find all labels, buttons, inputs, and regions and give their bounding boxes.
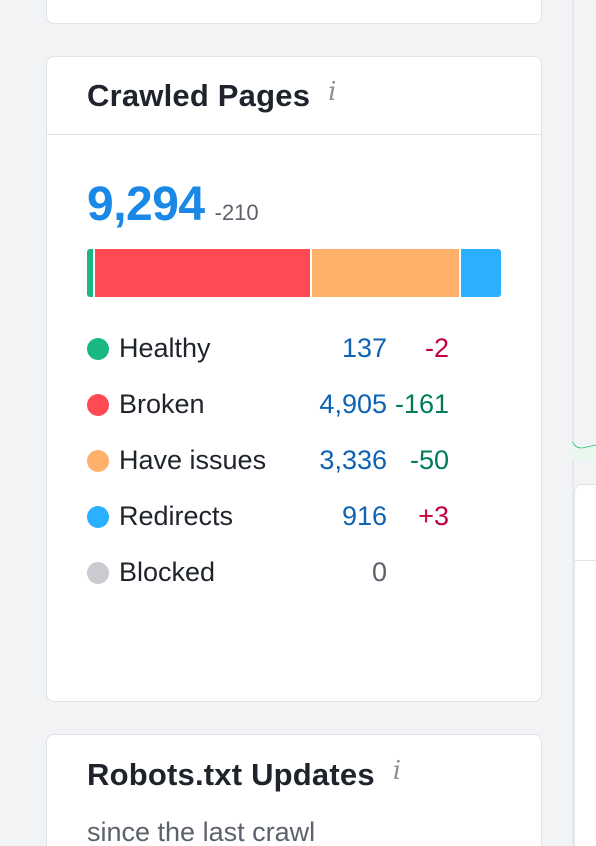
crawled-total-value[interactable]: 9,294 bbox=[87, 178, 205, 231]
crawled-pages-widget: Crawled Pages i 9,294 -210 Healthy 137 -2 B… bbox=[46, 56, 542, 702]
legend-dot-icon bbox=[87, 562, 109, 584]
bar-segment-redirects[interactable] bbox=[460, 249, 501, 297]
legend-value[interactable]: 3,336 bbox=[319, 445, 387, 475]
crawled-pages-header: Crawled Pages i bbox=[47, 57, 541, 135]
bar-segment-broken[interactable] bbox=[95, 249, 311, 297]
legend-dot-icon bbox=[87, 450, 109, 472]
info-icon[interactable]: i bbox=[392, 756, 402, 786]
legend-value[interactable]: 137 bbox=[341, 333, 387, 363]
legend-delta: -50 bbox=[409, 445, 449, 475]
robots-updates-widget: Robots.txt Updates i since the last craw… bbox=[46, 734, 542, 846]
legend-row-have-issues[interactable]: Have issues 3,336 -50 bbox=[87, 441, 487, 497]
legend-label: Broken bbox=[119, 389, 205, 419]
legend-label: Have issues bbox=[119, 445, 267, 475]
previous-widget-card bbox=[46, 0, 542, 24]
robots-updates-header: Robots.txt Updates i bbox=[47, 735, 541, 793]
crawled-pages-title: Crawled Pages bbox=[87, 77, 311, 113]
legend-row-broken[interactable]: Broken 4,905 -161 bbox=[87, 385, 487, 441]
legend-row-healthy[interactable]: Healthy 137 -2 bbox=[87, 329, 487, 385]
side-panel-divider bbox=[574, 560, 596, 561]
legend-dot-icon bbox=[87, 338, 109, 360]
side-chart-fragment bbox=[572, 441, 596, 460]
legend-label: Redirects bbox=[119, 501, 234, 531]
legend-delta: +3 bbox=[418, 501, 449, 531]
crawled-pages-legend: Healthy 137 -2 Broken 4,905 -161 Have issues 3,… bbox=[87, 329, 487, 609]
legend-label: Blocked bbox=[119, 557, 216, 587]
legend-dot-icon bbox=[87, 506, 109, 528]
legend-value[interactable]: 916 bbox=[341, 501, 387, 531]
column-divider bbox=[572, 0, 574, 846]
side-panel-card bbox=[574, 484, 596, 846]
legend-delta: -2 bbox=[424, 333, 449, 363]
legend-value[interactable]: 4,905 bbox=[319, 389, 387, 419]
legend-delta: -161 bbox=[394, 389, 449, 419]
robots-updates-title: Robots.txt Updates bbox=[87, 757, 375, 792]
bar-segment-healthy[interactable] bbox=[87, 249, 93, 297]
robots-updates-subtitle: since the last crawl bbox=[87, 817, 316, 846]
bar-segment-have-issues[interactable] bbox=[312, 249, 459, 297]
legend-value: 0 bbox=[371, 557, 387, 587]
crawled-total: 9,294 -210 bbox=[87, 177, 259, 232]
legend-row-redirects[interactable]: Redirects 916 +3 bbox=[87, 497, 487, 553]
info-icon[interactable]: i bbox=[328, 76, 337, 107]
crawled-total-delta: -210 bbox=[214, 200, 259, 225]
legend-dot-icon bbox=[87, 394, 109, 416]
crawled-pages-stacked-bar[interactable] bbox=[87, 249, 501, 297]
legend-row-blocked[interactable]: Blocked 0 bbox=[87, 553, 487, 609]
legend-label: Healthy bbox=[119, 333, 211, 363]
